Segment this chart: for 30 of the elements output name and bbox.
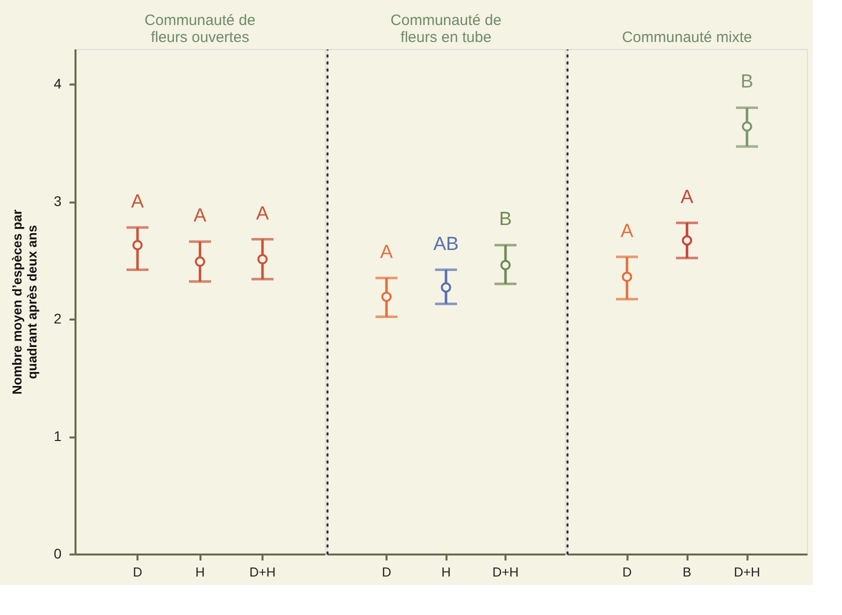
point (132, 240, 143, 250)
y-tick-label: 4 (54, 76, 62, 92)
annotation: AB (433, 234, 459, 255)
annotation: A (256, 203, 270, 224)
x-tick-label: D+H (734, 564, 760, 580)
annotation: A (620, 220, 634, 242)
y-tick-label: 3 (54, 193, 62, 210)
chart-title: Communauté de fleurs en tube (390, 12, 502, 46)
annotation: A (131, 192, 144, 213)
annotation: B (499, 209, 512, 230)
annotation: A (380, 242, 394, 264)
x-tick-label: D (132, 564, 142, 580)
x-tick-label: D+H (249, 564, 276, 580)
y-tick-label: 0 (54, 546, 62, 562)
annotation: B (740, 72, 754, 93)
x-tick-label: D+H (492, 564, 519, 580)
x-tick-label: H (441, 564, 451, 580)
y-tick-label: 1 (54, 428, 62, 444)
annotation: A (680, 186, 694, 208)
x-tick-label: D (382, 564, 392, 580)
y-tick-label: 2 (54, 310, 62, 327)
x-tick-label: H (195, 564, 205, 580)
point (257, 254, 268, 264)
x-tick-label: B (682, 564, 692, 580)
y-axis-title: Nombre moyen d’espèces par quadrant après deux ans (10, 210, 40, 394)
point (194, 256, 206, 267)
annotation: A (194, 206, 207, 227)
chart-title: Communauté mixte (622, 29, 752, 46)
x-tick-label: D (622, 564, 632, 580)
chart-title: Communauté de fleurs ouvertes (144, 12, 256, 46)
